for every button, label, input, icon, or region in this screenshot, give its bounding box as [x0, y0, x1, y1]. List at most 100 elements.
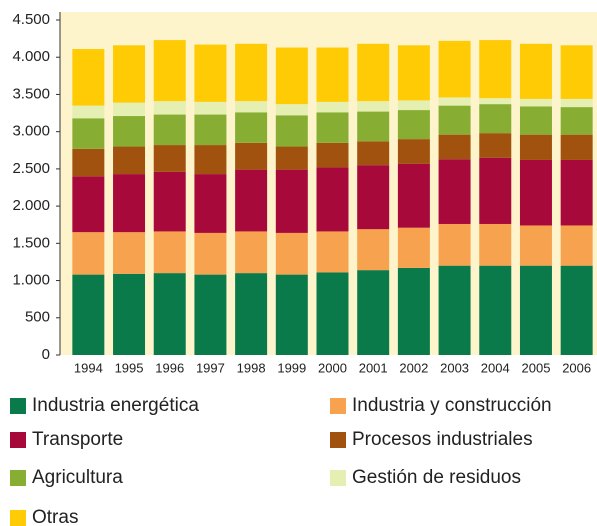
bar-segment: [113, 116, 146, 147]
bar-segment: [479, 98, 512, 105]
bar-segment: [357, 101, 390, 112]
bar-segment: [560, 134, 593, 160]
bar-segment: [275, 274, 308, 355]
bar-segment: [438, 97, 471, 106]
bar-segment: [438, 223, 471, 266]
bar-segment: [235, 43, 268, 102]
bar-segment: [560, 107, 593, 135]
x-tick-label: 2001: [359, 360, 388, 375]
x-tick-label: 1994: [74, 360, 103, 375]
bar-segment: [479, 265, 512, 355]
bar-segment: [275, 115, 308, 147]
bar-segment: [153, 114, 186, 146]
bar-segment: [72, 105, 105, 119]
y-tick-label: 4.500: [12, 11, 50, 28]
bar-segment: [519, 106, 552, 135]
x-tick-label: 1995: [115, 360, 144, 375]
legend-swatch: [330, 432, 346, 448]
bar-segment: [235, 169, 268, 232]
bar-segment: [275, 146, 308, 170]
y-tick-label: 500: [25, 309, 50, 326]
bar-segment: [316, 101, 349, 113]
x-tick-label: 1999: [277, 360, 306, 375]
y-tick-label: 1.000: [12, 272, 50, 289]
x-tick-label: 1998: [237, 360, 266, 375]
bar-segment: [519, 134, 552, 160]
bar-segment: [72, 274, 105, 355]
legend-label: Gestión de residuos: [352, 467, 521, 488]
x-tick-label: 1996: [155, 360, 184, 375]
bar-segment: [153, 231, 186, 274]
bar-segment: [560, 45, 593, 99]
y-tick-label: 0: [42, 346, 50, 363]
bar-segment: [72, 148, 105, 177]
bar-segment: [357, 111, 390, 142]
bar-segment: [153, 145, 186, 172]
bar-segment: [560, 265, 593, 355]
legend-swatch: [330, 470, 346, 486]
bar-segment: [397, 45, 430, 101]
y-tick-label: 2.000: [12, 197, 50, 214]
x-tick-label: 2004: [481, 360, 510, 375]
bar-segment: [113, 273, 146, 355]
bar-segment: [316, 167, 349, 232]
bar-segment: [113, 146, 146, 175]
bar-segment: [235, 273, 268, 355]
legend-label: Industria energética: [32, 395, 199, 416]
bar-segment: [438, 159, 471, 224]
bar-segment: [72, 232, 105, 275]
bar-segment: [438, 40, 471, 98]
bar-segment: [235, 231, 268, 274]
y-tick-label: 4.000: [12, 48, 50, 65]
x-tick-label: 2003: [440, 360, 469, 375]
bar-segment: [519, 159, 552, 226]
bar-segment: [113, 232, 146, 274]
bar-segment: [153, 40, 186, 102]
bar-segment: [72, 49, 105, 106]
legend-swatch: [10, 432, 26, 448]
bar-segment: [560, 98, 593, 108]
bar-segment: [194, 274, 227, 355]
legend-swatch: [10, 470, 26, 486]
legend-swatch: [330, 398, 346, 414]
x-tick-label: 2002: [399, 360, 428, 375]
bar-segment: [235, 101, 268, 113]
bar-segment: [519, 265, 552, 355]
bar-segment: [560, 225, 593, 266]
bar-segment: [113, 174, 146, 233]
bar-segment: [519, 98, 552, 107]
bar-segment: [397, 227, 430, 268]
legend-label: Agricultura: [32, 467, 123, 488]
bar-segment: [519, 225, 552, 266]
bar-segment: [194, 101, 227, 115]
legend-label: Transporte: [32, 429, 123, 450]
bar-segment: [479, 223, 512, 266]
y-tick-label: 3.000: [12, 123, 50, 140]
y-tick-label: 1.500: [12, 234, 50, 251]
x-tick-label: 1997: [196, 360, 225, 375]
bar-segment: [72, 176, 105, 233]
bar-segment: [194, 114, 227, 146]
x-tick-label: 2000: [318, 360, 347, 375]
bar-segment: [275, 47, 308, 105]
y-tick-label: 2.500: [12, 160, 50, 177]
legend-label: Procesos industriales: [352, 429, 533, 450]
legend-label: Industria y construcción: [352, 395, 552, 416]
bar-segment: [397, 163, 430, 228]
bar-segment: [194, 44, 227, 102]
bar-segment: [316, 231, 349, 273]
bar-segment: [153, 171, 186, 232]
bar-segment: [479, 40, 512, 99]
bar-segment: [113, 102, 146, 117]
bar-segment: [357, 270, 390, 355]
bar-segment: [357, 165, 390, 230]
bar-segment: [72, 118, 105, 149]
bar-segment: [560, 159, 593, 226]
bar-segment: [397, 267, 430, 355]
bar-segment: [397, 139, 430, 164]
bar-segment: [316, 47, 349, 102]
bar-segment: [397, 100, 430, 111]
bar-segment: [275, 104, 308, 116]
bar-segment: [438, 105, 471, 135]
